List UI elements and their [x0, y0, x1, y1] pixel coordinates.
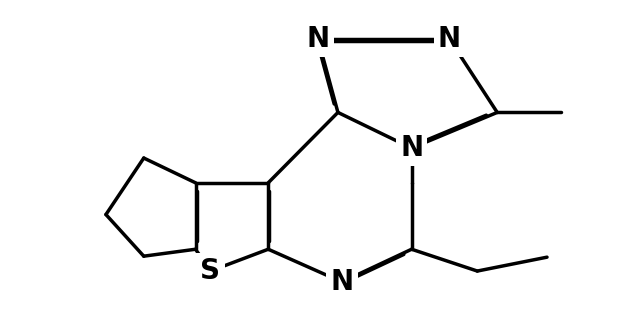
Text: N: N: [330, 268, 353, 296]
Text: N: N: [307, 25, 330, 53]
Text: S: S: [200, 257, 220, 285]
Text: N: N: [400, 134, 423, 162]
Text: N: N: [438, 25, 461, 53]
